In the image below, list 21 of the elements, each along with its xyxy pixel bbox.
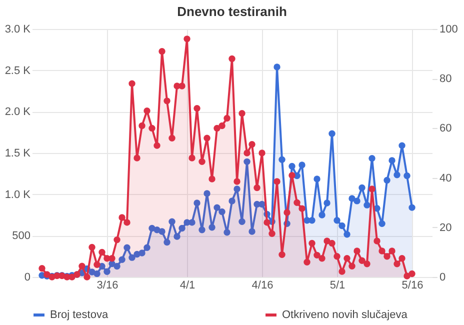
y2-tick-label: 20 — [440, 222, 452, 234]
y-tick-label: 0 — [24, 272, 30, 284]
y2-tick-label: 0 — [440, 272, 446, 284]
chart-title: Dnevno testiranih — [177, 4, 287, 19]
y-tick-label: 500 — [12, 230, 30, 242]
y2-tick-label: 80 — [440, 73, 452, 86]
legend-label: Broj testova — [50, 309, 109, 321]
x-tick-label: 3/16 — [96, 280, 118, 292]
y-tick-label: 3.0 K — [4, 24, 32, 36]
x-tick-label: 4/16 — [252, 280, 274, 292]
y2-tick-label: 60 — [440, 122, 452, 135]
y-tick-label: 2.0 K — [4, 106, 32, 118]
y2-tick-label: 40 — [440, 172, 452, 184]
y-tick-label: 1.5 K — [4, 148, 32, 160]
legend-label: Otkriveno novih slučajeva — [282, 309, 408, 321]
y-tick-label: 1.0 K — [4, 188, 32, 201]
y2-tick-label: 100 — [440, 24, 458, 36]
x-tick-label: 5/1 — [330, 280, 346, 292]
x-tick-label: 5/16 — [402, 280, 424, 292]
y-tick-label: 2.5 K — [4, 64, 32, 77]
x-tick-label: 4/1 — [180, 280, 196, 292]
